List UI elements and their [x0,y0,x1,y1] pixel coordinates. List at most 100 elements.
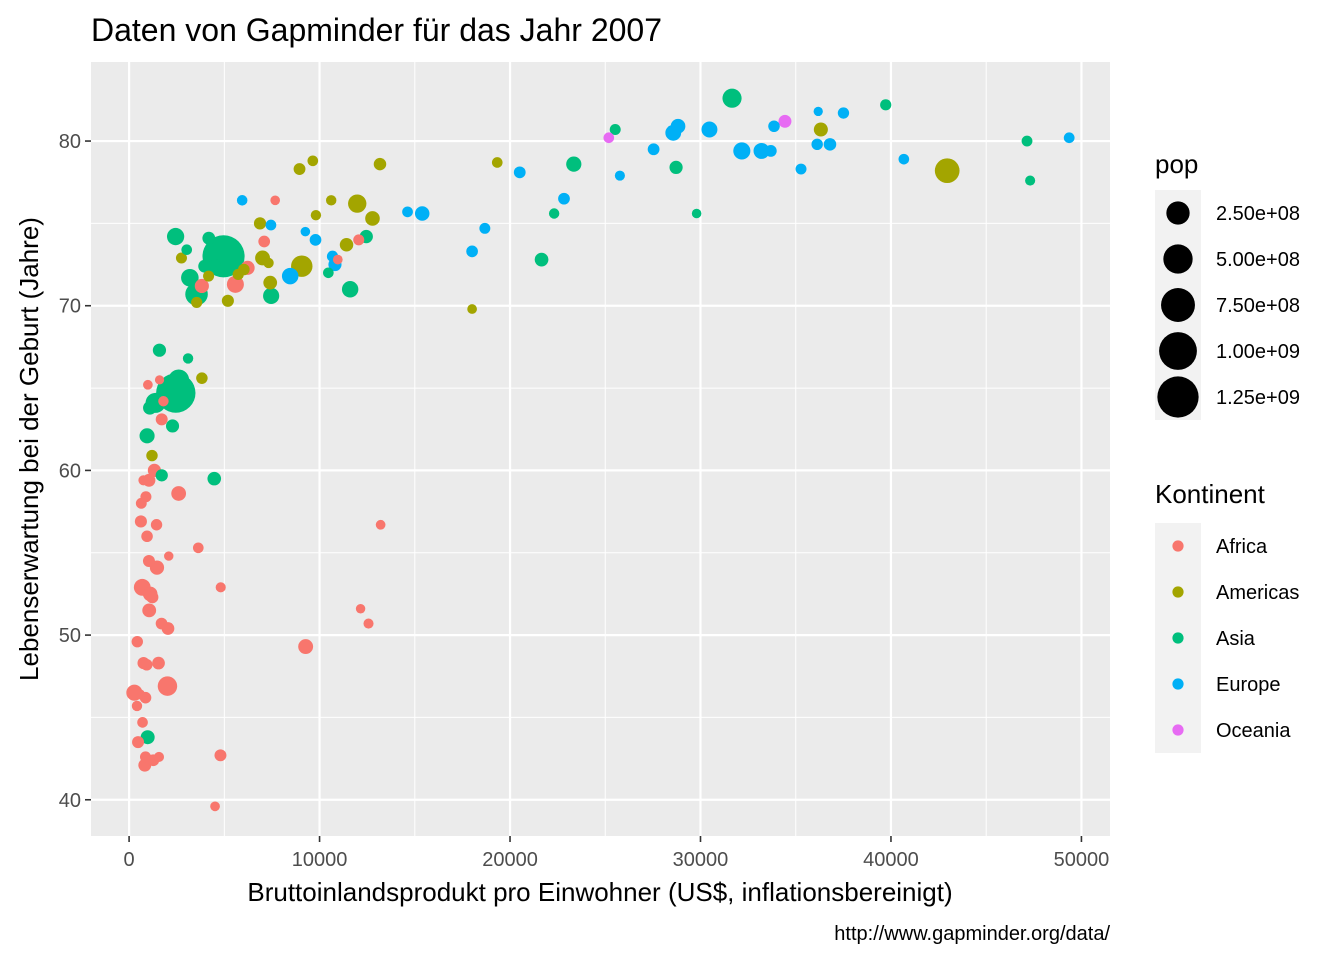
data-point-asia [209,259,221,271]
data-point-africa [298,639,314,655]
color-legend-key-oceania [1172,724,1184,736]
data-point-americas [813,122,828,137]
data-point-asia [168,369,190,391]
data-point-africa [132,736,145,749]
size-legend-label: 1.25e+09 [1216,387,1300,409]
size-legend-key [1166,201,1190,225]
data-point-americas [293,163,306,175]
data-point-asia [198,259,212,273]
size-legend: pop 2.50e+08 5.00e+08 7.50e+08 1.00e+09 1.25… [1155,149,1300,420]
data-point-europe [813,106,823,117]
data-point-africa [214,749,227,762]
data-point-americas [339,238,354,252]
size-legend-key [1159,332,1197,370]
data-point-americas [203,270,215,282]
data-point-europe [479,222,491,234]
size-legend-label: 7.50e+08 [1216,295,1300,317]
data-point-asia [152,343,167,357]
data-point-africa [142,603,157,618]
data-point-africa [135,497,147,509]
data-point-americas [348,194,367,213]
color-legend-key-asia [1172,632,1184,644]
y-axis-label: Lebenserwartung bei der Geburt (Jahre) [14,217,44,681]
data-point-europe [837,107,850,119]
data-point-asia [181,244,193,256]
data-point-africa [155,413,168,426]
data-point-europe [466,245,478,258]
data-point-asia [165,419,180,433]
size-legend-label: 1.00e+09 [1216,341,1300,363]
data-point-asia [548,208,560,219]
grid-major [91,62,1110,836]
size-legend-key [1157,376,1199,418]
data-point-americas [934,158,960,184]
x-tick-label: 50000 [1054,849,1110,871]
data-point-africa [143,379,153,390]
data-point-americas [263,275,278,290]
color-legend-key-africa [1172,540,1184,552]
y-tick-label: 40 [59,790,81,812]
data-point-asia [263,287,280,304]
data-point-oceania [778,114,792,128]
chart-caption: http://www.gapminder.org/data/ [834,923,1110,945]
data-point-africa [157,676,178,696]
data-point-africa [141,530,153,543]
data-point-asia [609,123,621,136]
data-point-africa [192,542,204,554]
data-point-europe [795,163,807,175]
data-point-africa [154,375,165,385]
data-point-europe [513,166,526,179]
data-point-africa [142,554,155,567]
data-point-europe [309,233,322,246]
data-point-americas [175,252,187,264]
data-point-europe [300,226,311,237]
data-point-africa [215,582,226,593]
data-point-asia [566,156,582,172]
data-point-africa [158,396,169,407]
data-point-africa [150,519,163,531]
axes: 0 10000 20000 30000 40000 50000 40 50 60 70 80 [59,131,1109,871]
data-point-asia [880,99,892,111]
data-point-americas [310,209,322,221]
data-point-americas [491,157,503,168]
size-legend-key [1161,288,1195,322]
data-point-africa [353,234,365,246]
color-legend-label: Asia [1216,628,1256,650]
data-point-europe [265,219,277,231]
color-legend-label: Europe [1216,674,1281,696]
data-point-asia [181,268,199,287]
data-point-asia [1021,135,1033,147]
data-point-asia [202,231,216,245]
color-legend-label: Americas [1216,582,1299,604]
grid-minor [91,62,1110,836]
color-legend-title: Kontinent [1155,479,1266,509]
data-point-americas [307,155,319,167]
y-tick-label: 50 [59,625,81,647]
data-point-africa [258,235,271,248]
size-legend-key [1163,244,1193,274]
data-point-americas [191,296,203,309]
data-point-asia [534,252,549,267]
data-point-europe [414,206,430,221]
data-point-asia [207,471,222,486]
data-point-asia [691,208,702,219]
data-point-europe [670,118,686,134]
data-point-asia [140,730,155,745]
x-tick-label: 10000 [292,849,348,871]
data-point-americas [196,372,208,384]
data-point-europe [281,267,299,285]
data-point-africa [226,275,244,293]
data-point-asia [323,267,334,279]
data-point-americas [467,304,477,314]
data-point-africa [164,551,174,561]
data-point-americas [373,157,387,171]
color-legend-label: Oceania [1216,720,1291,742]
data-point-asia [1025,175,1036,186]
size-legend-title: pop [1155,149,1198,179]
data-point-africa [146,591,159,604]
data-point-europe [764,145,777,157]
data-point-europe [811,138,823,151]
size-legend-label: 5.00e+08 [1216,249,1300,271]
data-point-americas [263,257,274,269]
